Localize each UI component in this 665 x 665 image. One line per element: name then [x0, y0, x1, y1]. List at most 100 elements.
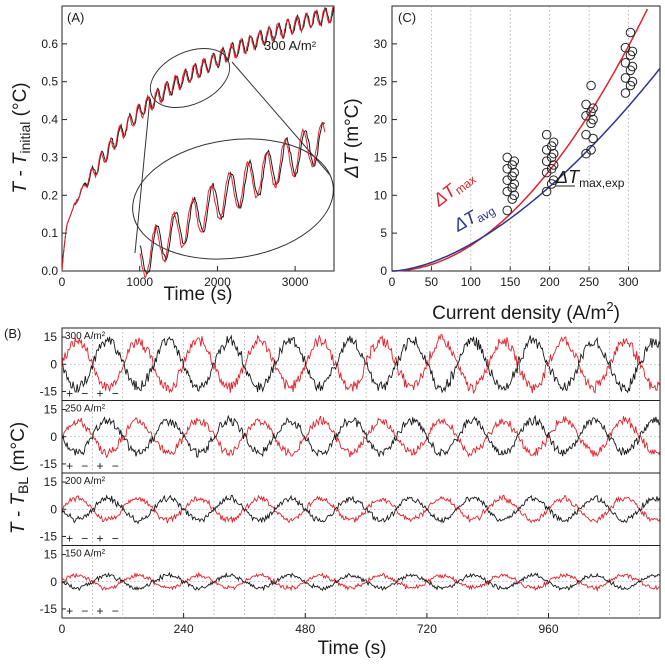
y-tick-label: 0.4 — [41, 113, 58, 127]
curve-avg — [391, 67, 661, 272]
y-tick-label: 0.6 — [41, 37, 58, 51]
y-tick-label: 5 — [380, 226, 387, 240]
panel-b-xlabel: Time (s) — [318, 638, 387, 659]
zoom-connector-left — [134, 97, 151, 254]
y-tick-label: 0 — [380, 264, 387, 278]
panel-c: (C) 0 50 100 150 200 250 300 0 5 10 15 20 25 30 ΔTmax… — [342, 5, 661, 324]
data-point — [586, 80, 596, 91]
y-tick-label: 15 — [44, 330, 58, 344]
polarity-mark: + — [66, 387, 73, 401]
panel-a-inset-black — [139, 122, 325, 275]
subpanel-label: 300 A/m² — [65, 331, 106, 342]
subpanel-series-red — [61, 571, 660, 593]
y-tick-label: 0 — [50, 430, 57, 444]
subpanel-series-black — [61, 334, 661, 394]
y-tick-label: 0.0 — [41, 264, 58, 278]
zoom-ellipse-small — [149, 47, 231, 109]
y-tick-label: 0 — [50, 502, 57, 516]
x-tick-label: 0 — [389, 275, 396, 289]
data-point — [620, 42, 631, 53]
polarity-mark: − — [81, 532, 88, 546]
y-tick-label: 15 — [44, 548, 58, 562]
polarity-mark: − — [81, 604, 88, 618]
subpanel-series-black — [61, 414, 661, 458]
curve-label-max: ΔTmax — [428, 166, 478, 212]
curve-max — [392, 8, 649, 272]
y-tick-label: 15 — [44, 403, 58, 417]
panel-a-ticks: 0 1000 2000 3000 0.0 0.1 0.2 0.3 0.4 0.5 0.6 — [41, 37, 309, 289]
x-tick-label: 50 — [425, 275, 439, 289]
x-tick-label: 100 — [461, 275, 481, 289]
y-tick-label: 30 — [374, 37, 388, 51]
y-tick-label: 0 — [50, 575, 57, 589]
panel-a-inset-series — [139, 121, 326, 279]
panel-a: (A) 0 1000 2000 3000 0.0 0.1 0.2 0.3 0.4 0.5 0.6 3… — [10, 5, 335, 305]
x-tick-label: 0 — [59, 622, 66, 636]
y-tick-label: -15 — [40, 384, 58, 398]
polarity-mark: + — [97, 532, 104, 546]
polarity-mark: − — [81, 459, 88, 473]
y-tick-label: 0.2 — [41, 188, 58, 202]
polarity-mark: − — [112, 459, 119, 473]
y-tick-label: -15 — [40, 457, 58, 471]
x-tick-label: 3000 — [282, 275, 309, 289]
zoom-ellipse-large — [132, 138, 334, 260]
panel-b-xticks: 0 240 480 720 960 — [59, 613, 559, 636]
data-point — [548, 175, 559, 185]
polarity-mark: + — [97, 387, 104, 401]
y-tick-label: 20 — [374, 113, 388, 127]
data-point — [620, 73, 631, 83]
x-tick-label: 0 — [59, 275, 66, 289]
subpanel-series-black — [61, 494, 661, 525]
panel-b-ylabel: T - TBL (m°C) — [8, 422, 31, 534]
x-tick-label: 2000 — [204, 275, 231, 289]
polarity-mark: + — [97, 604, 104, 618]
data-point — [586, 145, 596, 155]
data-point — [541, 129, 552, 140]
subpanel-series-red — [61, 415, 661, 459]
panel-c-ylabel: ΔT (m°C) — [342, 98, 363, 178]
panel-c-frame — [391, 5, 661, 272]
y-tick-label: -15 — [40, 602, 58, 616]
panel-c-curves — [391, 8, 661, 272]
data-point — [548, 137, 559, 148]
panel-c-xlabel: Current density (A/m2) — [432, 299, 620, 324]
x-tick-label: 1000 — [126, 275, 153, 289]
x-tick-label: 200 — [540, 275, 560, 289]
data-point — [620, 88, 631, 98]
panel-a-series-red — [61, 5, 334, 272]
panel-a-ylabel: T - Tinitial (°C) — [10, 82, 33, 193]
data-point — [502, 152, 513, 163]
polarity-mark: + — [66, 604, 73, 618]
polarity-mark: + — [66, 532, 73, 546]
polarity-mark: + — [66, 459, 73, 473]
data-point — [625, 27, 636, 38]
subpanel-label: 150 A/m² — [65, 549, 106, 560]
zoom-connector-right — [231, 61, 331, 176]
data-point — [541, 186, 552, 197]
polarity-mark: + — [97, 459, 104, 473]
polarity-mark: − — [112, 604, 119, 618]
panel-c-points — [502, 27, 638, 216]
panel-b-label: (B) — [4, 326, 21, 341]
y-tick-label: 0.1 — [41, 226, 58, 240]
panel-a-frame — [61, 5, 335, 272]
data-point — [581, 129, 591, 140]
polarity-mark: − — [112, 387, 119, 401]
x-tick-label: 300 — [618, 275, 638, 289]
y-tick-label: 0.3 — [41, 150, 58, 164]
polarity-mark: − — [112, 532, 119, 546]
x-tick-label: 480 — [295, 622, 315, 636]
panel-c-label: (C) — [398, 10, 416, 25]
data-point — [502, 205, 513, 216]
y-tick-label: -15 — [40, 529, 58, 543]
subpanel-series-black — [61, 571, 661, 592]
panel-a-annotation: 300 A/m² — [264, 38, 317, 53]
panel-a-series — [61, 5, 335, 272]
